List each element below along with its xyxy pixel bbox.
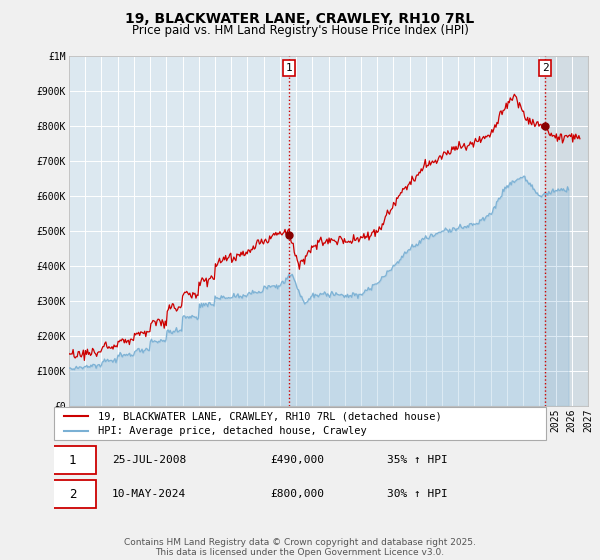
Bar — [545, 56, 588, 406]
FancyBboxPatch shape — [54, 407, 546, 440]
Text: 35% ↑ HPI: 35% ↑ HPI — [386, 455, 448, 465]
Text: 19, BLACKWATER LANE, CRAWLEY, RH10 7RL: 19, BLACKWATER LANE, CRAWLEY, RH10 7RL — [125, 12, 475, 26]
Text: 1: 1 — [69, 454, 76, 467]
Text: 30% ↑ HPI: 30% ↑ HPI — [386, 489, 448, 500]
Text: 2: 2 — [69, 488, 76, 501]
Text: 25-JUL-2008: 25-JUL-2008 — [112, 455, 187, 465]
FancyBboxPatch shape — [49, 446, 96, 474]
Text: 10-MAY-2024: 10-MAY-2024 — [112, 489, 187, 500]
Text: HPI: Average price, detached house, Crawley: HPI: Average price, detached house, Craw… — [98, 427, 367, 436]
Text: £800,000: £800,000 — [271, 489, 325, 500]
Text: £490,000: £490,000 — [271, 455, 325, 465]
Text: 19, BLACKWATER LANE, CRAWLEY, RH10 7RL (detached house): 19, BLACKWATER LANE, CRAWLEY, RH10 7RL (… — [98, 411, 442, 421]
Text: 2: 2 — [542, 63, 548, 73]
Text: 1: 1 — [286, 63, 292, 73]
FancyBboxPatch shape — [49, 480, 96, 508]
Text: Contains HM Land Registry data © Crown copyright and database right 2025.
This d: Contains HM Land Registry data © Crown c… — [124, 538, 476, 557]
Text: Price paid vs. HM Land Registry's House Price Index (HPI): Price paid vs. HM Land Registry's House … — [131, 24, 469, 36]
